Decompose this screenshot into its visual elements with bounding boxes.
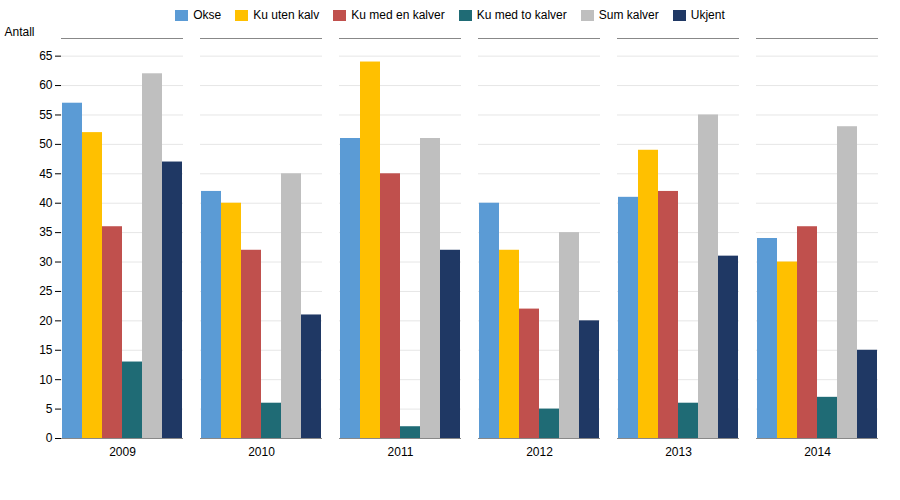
svg-text:55: 55 [39,108,53,122]
svg-text:0: 0 [46,431,53,445]
svg-text:30: 30 [39,255,53,269]
svg-text:35: 35 [39,225,53,239]
svg-text:20: 20 [39,314,53,328]
svg-text:2014: 2014 [804,445,831,459]
svg-text:2009: 2009 [109,445,136,459]
svg-text:15: 15 [39,343,53,357]
svg-text:45: 45 [39,167,53,181]
svg-text:5: 5 [46,402,53,416]
svg-text:65: 65 [39,49,53,63]
html-text:Ku med en kalver: Ku med en kalver [351,8,445,22]
html-text:Ku uten kalv: Ku uten kalv [253,8,320,22]
html-text:Ku med to kalver: Ku med to kalver [476,8,567,22]
svg-text:60: 60 [39,78,53,92]
svg-text:2012: 2012 [526,445,553,459]
svg-text:50: 50 [39,137,53,151]
svg-text:40: 40 [39,196,53,210]
svg-text:Antall: Antall [5,25,35,39]
svg-text:2013: 2013 [665,445,692,459]
html-text:Okse: Okse [193,8,222,22]
svg-text:2011: 2011 [388,445,414,459]
svg-text:25: 25 [39,284,53,298]
svg-text:10: 10 [39,373,53,387]
svg-text:2010: 2010 [248,445,275,459]
html-text:Ukjent: Ukjent [690,8,725,22]
html-text:Sum kalver: Sum kalver [598,8,659,22]
